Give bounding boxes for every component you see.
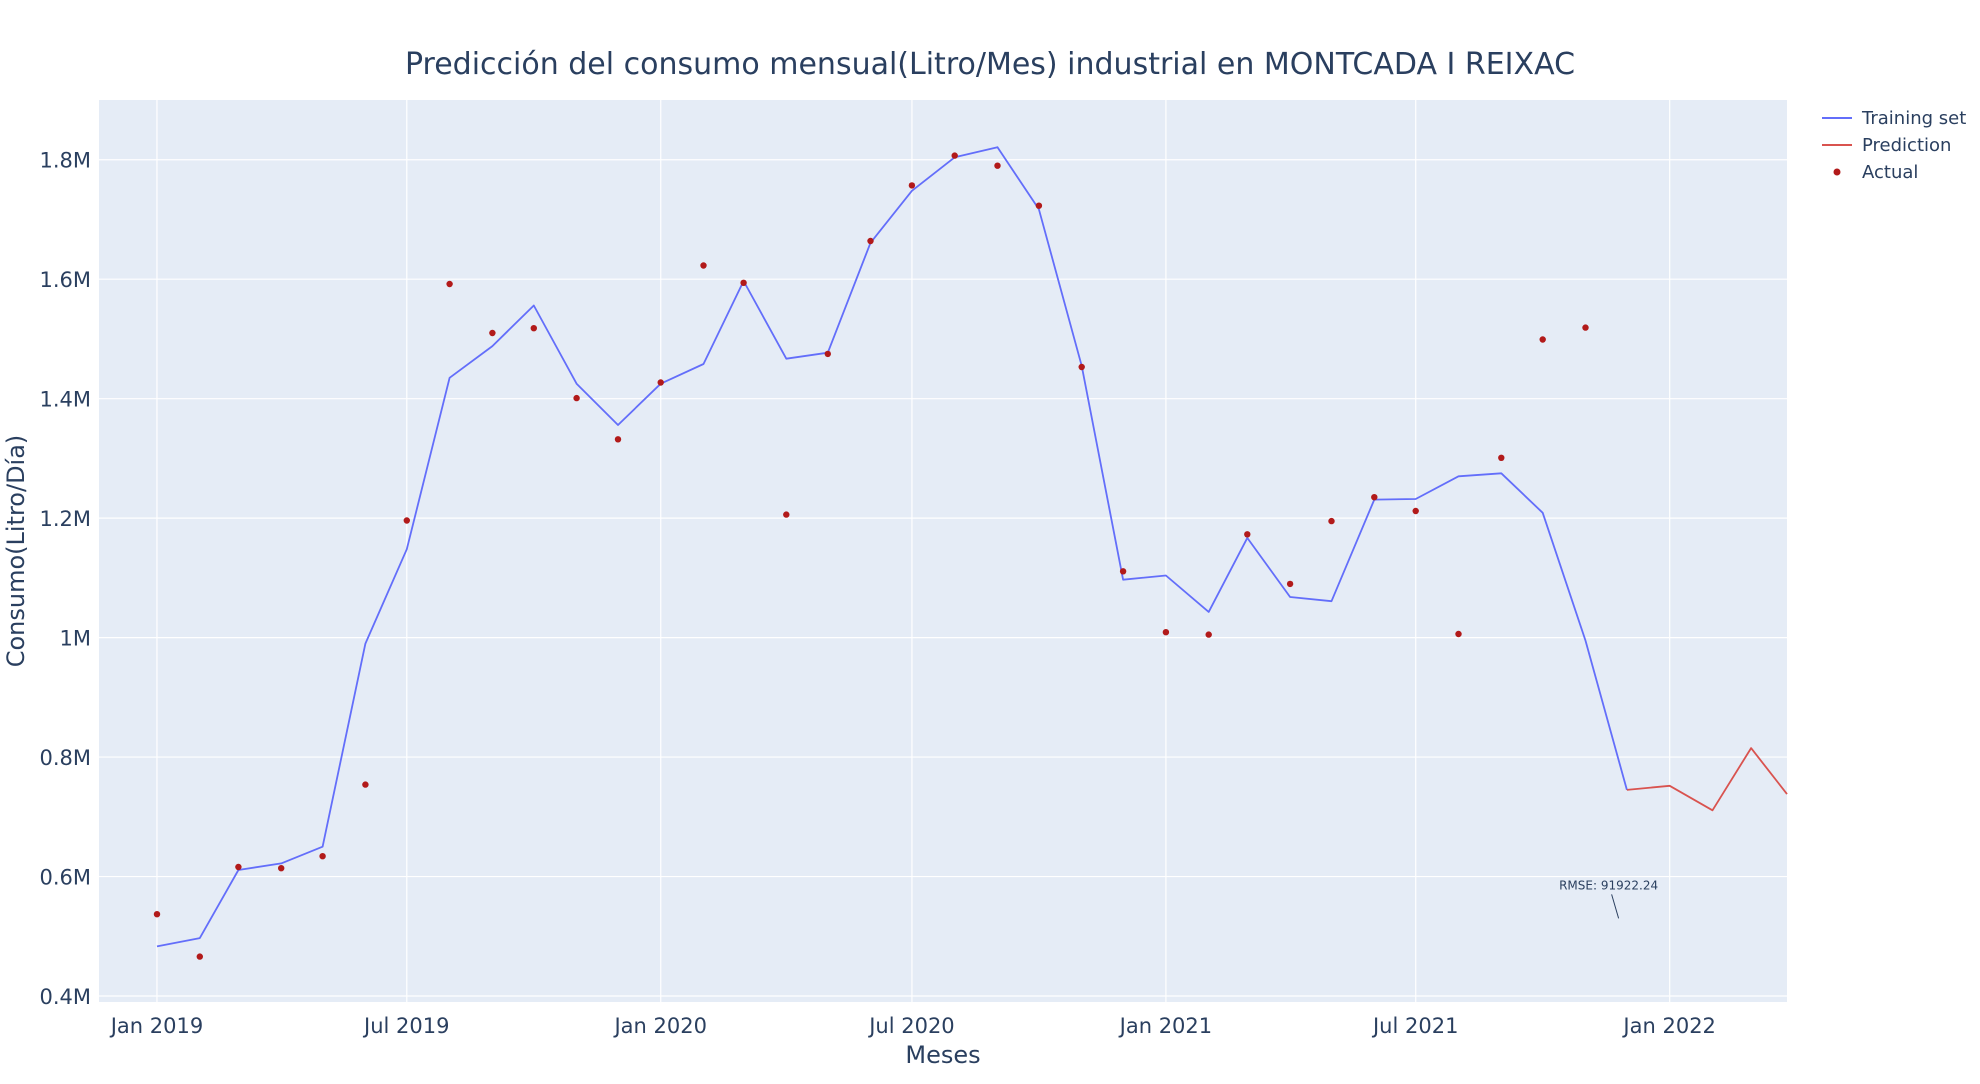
actual-point (1205, 631, 1212, 638)
x-tick-label: Jan 2021 (1118, 1014, 1213, 1038)
actual-point (657, 379, 664, 386)
y-tick-label: 1.2M (39, 507, 91, 531)
legend[interactable]: Training set Prediction Actual (1822, 108, 1966, 183)
series-layer (153, 146, 1788, 960)
actual-point (700, 262, 707, 269)
y-tick-label: 1.8M (39, 149, 91, 173)
x-tick-label: Jul 2020 (867, 1014, 954, 1038)
actual-point (153, 911, 161, 918)
legend-item-prediction[interactable]: Prediction (1822, 135, 1951, 156)
plot-area (99, 100, 1787, 1002)
actual-point (235, 863, 242, 871)
axis-ticks: 0.4M 0.6M 0.8M 1M 1.2M 1.4M 1.6M 1.8M Jan 2019 Ju… (39, 149, 1715, 1038)
chart-title: Predicción del consumo mensual(Litro/Mes… (405, 47, 1575, 82)
y-tick-label: 1.4M (39, 388, 91, 412)
actual-point (362, 781, 369, 788)
actual-point (1455, 630, 1462, 638)
actual-point (1244, 531, 1251, 538)
actual-point (994, 162, 1001, 169)
gridlines (99, 100, 1787, 1002)
prediction-line (1626, 747, 1788, 812)
actual-point (824, 350, 831, 358)
y-tick-label: 0.6M (39, 866, 91, 890)
actual-point (446, 280, 453, 288)
legend-label-training-set: Training set (1861, 108, 1966, 129)
y-tick-label: 1M (60, 627, 91, 651)
actual-point (867, 237, 874, 245)
actual-point (1119, 568, 1127, 575)
x-tick-label: Jan 2019 (109, 1014, 204, 1038)
actual-point (1286, 580, 1294, 588)
actual-point (1412, 507, 1419, 515)
legend-item-actual[interactable]: Actual (1833, 162, 1919, 183)
legend-swatch-actual (1833, 168, 1841, 176)
annotations: RMSE: 91922.24 (1559, 878, 1658, 919)
legend-label-prediction: Prediction (1862, 135, 1951, 156)
x-tick-label: Jan 2022 (1621, 1014, 1716, 1038)
actual-point (614, 436, 622, 443)
training-set-line (156, 146, 1628, 948)
actual-point (951, 152, 958, 159)
y-axis-title: Consumo(Litro/Día) (2, 435, 30, 668)
actual-point (783, 511, 790, 518)
annotation-arrow (1611, 894, 1620, 919)
actual-point (196, 953, 203, 960)
x-tick-label: Jul 2019 (362, 1014, 449, 1038)
legend-label-actual: Actual (1862, 162, 1918, 183)
actual-point (1035, 202, 1043, 209)
actual-point (530, 325, 537, 332)
x-tick-label: Jul 2021 (1371, 1014, 1458, 1038)
actual-point (1078, 363, 1085, 371)
y-tick-label: 0.4M (39, 985, 91, 1009)
actual-point (1371, 494, 1378, 501)
actual-point (573, 394, 580, 402)
actual-point (403, 517, 410, 524)
y-tick-label: 1.6M (39, 268, 91, 292)
actual-point (319, 853, 326, 860)
actual-point (1162, 629, 1170, 636)
actual-point (1328, 517, 1335, 525)
legend-item-training-set[interactable]: Training set (1822, 108, 1966, 129)
rmse-annotation: RMSE: 91922.24 (1559, 878, 1658, 892)
x-axis-title: Meses (905, 1041, 980, 1069)
actual-point (1582, 324, 1589, 331)
actual-point (278, 865, 285, 872)
actual-point (740, 279, 747, 286)
actual-point (489, 329, 496, 337)
x-tick-label: Jan 2020 (612, 1014, 707, 1038)
actual-point (1539, 336, 1546, 343)
y-tick-label: 0.8M (39, 746, 91, 770)
actual-point (908, 182, 916, 189)
actual-point (1498, 454, 1505, 461)
